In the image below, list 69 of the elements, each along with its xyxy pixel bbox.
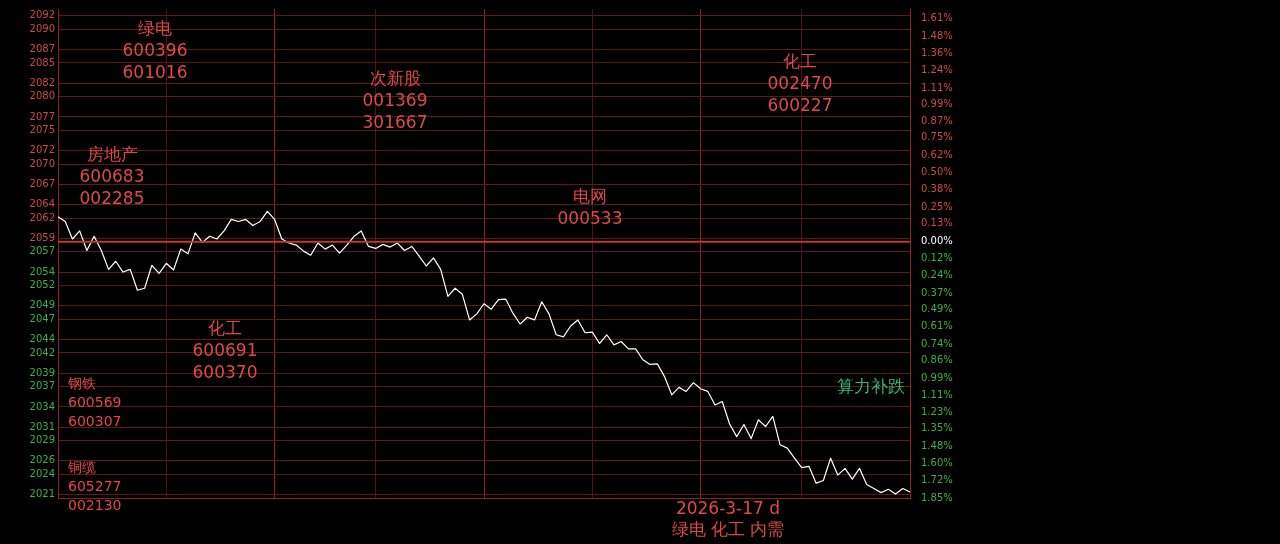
- y2-tick-label: 1.35%: [921, 422, 953, 434]
- y2-tick-label: 1.48%: [921, 440, 953, 452]
- y2-tick-label: 0.75%: [921, 131, 953, 143]
- y-tick-label: 2049: [29, 299, 55, 311]
- y-tick-label: 2021: [29, 488, 55, 500]
- annotation: 化工 600691 600370: [192, 318, 258, 383]
- y2-tick-label: 0.37%: [921, 286, 953, 298]
- y2-tick-label: 1.36%: [921, 46, 953, 58]
- y-tick-label: 2052: [29, 279, 55, 291]
- y-tick-label: 2062: [29, 211, 55, 223]
- y-tick-label: 2054: [29, 265, 55, 277]
- y2-tick-label: 0.61%: [921, 319, 953, 331]
- y2-tick-label: 0.00%: [921, 235, 953, 247]
- y2-tick-label: 1.60%: [921, 456, 953, 468]
- annotation: 房地产 600683 002285: [79, 144, 145, 209]
- y-tick-label: 2080: [29, 90, 55, 102]
- y-tick-label: 2029: [29, 434, 55, 446]
- y2-tick-label: 0.25%: [921, 200, 953, 212]
- text: 2026-3-17 d: [675, 498, 781, 519]
- y-tick-label: 2077: [29, 110, 55, 122]
- annotation: 绿电 600396 601016: [122, 18, 188, 83]
- annotation: 次新股 001369 301667: [362, 68, 428, 133]
- y2-tick-label: 1.61%: [921, 12, 953, 24]
- y2-tick-label: 0.12%: [921, 251, 953, 263]
- annotation: 化工 002470 600227: [767, 51, 833, 116]
- y2-tick-label: 0.49%: [921, 303, 953, 315]
- y2-tick-label: 0.24%: [921, 268, 953, 280]
- text: 绿电 化工 内需: [671, 519, 785, 540]
- y-tick-label: 2070: [29, 157, 55, 169]
- y2-tick-label: 0.74%: [921, 337, 953, 349]
- y-tick-label: 2067: [29, 177, 55, 189]
- y-tick-label: 2092: [29, 9, 55, 21]
- y2-tick-label: 0.99%: [921, 372, 953, 384]
- annotation: 电网 000533: [557, 186, 623, 229]
- annotation: 铜缆 605277 002130: [67, 458, 122, 513]
- y2-tick-label: 1.48%: [921, 30, 953, 42]
- y-tick-label: 2024: [29, 467, 55, 479]
- y-tick-label: 2072: [29, 144, 55, 156]
- y2-tick-label: 1.24%: [921, 63, 953, 75]
- y-tick-label: 2044: [29, 333, 55, 345]
- y-tick-label: 2059: [29, 231, 55, 243]
- y-tick-label: 2026: [29, 454, 55, 466]
- y-tick-label: 2087: [29, 43, 55, 55]
- y2-tick-label: 0.86%: [921, 354, 953, 366]
- annotation: 钢铁 600569 600307: [67, 374, 122, 429]
- y-tick-label: 2064: [29, 198, 55, 210]
- y-tick-label: 2090: [29, 22, 55, 34]
- y-tick-label: 2085: [29, 56, 55, 68]
- y-tick-label: 2037: [29, 380, 55, 392]
- y-tick-label: 2047: [29, 312, 55, 324]
- y2-tick-label: 1.11%: [921, 81, 953, 93]
- y2-tick-label: 1.85%: [921, 491, 953, 503]
- y-tick-label: 2057: [29, 245, 55, 257]
- y2-tick-label: 0.99%: [921, 98, 953, 110]
- y2-tick-label: 0.87%: [921, 114, 953, 126]
- annotation: 算力补跌: [837, 376, 905, 397]
- y2-tick-label: 1.72%: [921, 473, 953, 485]
- y-tick-label: 2042: [29, 346, 55, 358]
- y-tick-label: 2039: [29, 366, 55, 378]
- y-tick-label: 2034: [29, 400, 55, 412]
- y-tick-label: 2075: [29, 124, 55, 135]
- y2-tick-label: 1.11%: [921, 389, 953, 401]
- y-tick-label: 2031: [29, 420, 55, 432]
- y2-tick-label: 0.62%: [921, 149, 953, 161]
- y2-tick-label: 0.50%: [921, 166, 953, 178]
- y-tick-label: 2082: [29, 76, 55, 88]
- y2-tick-label: 1.23%: [921, 405, 953, 417]
- y2-tick-label: 0.13%: [921, 217, 953, 229]
- y2-tick-label: 0.38%: [921, 182, 953, 194]
